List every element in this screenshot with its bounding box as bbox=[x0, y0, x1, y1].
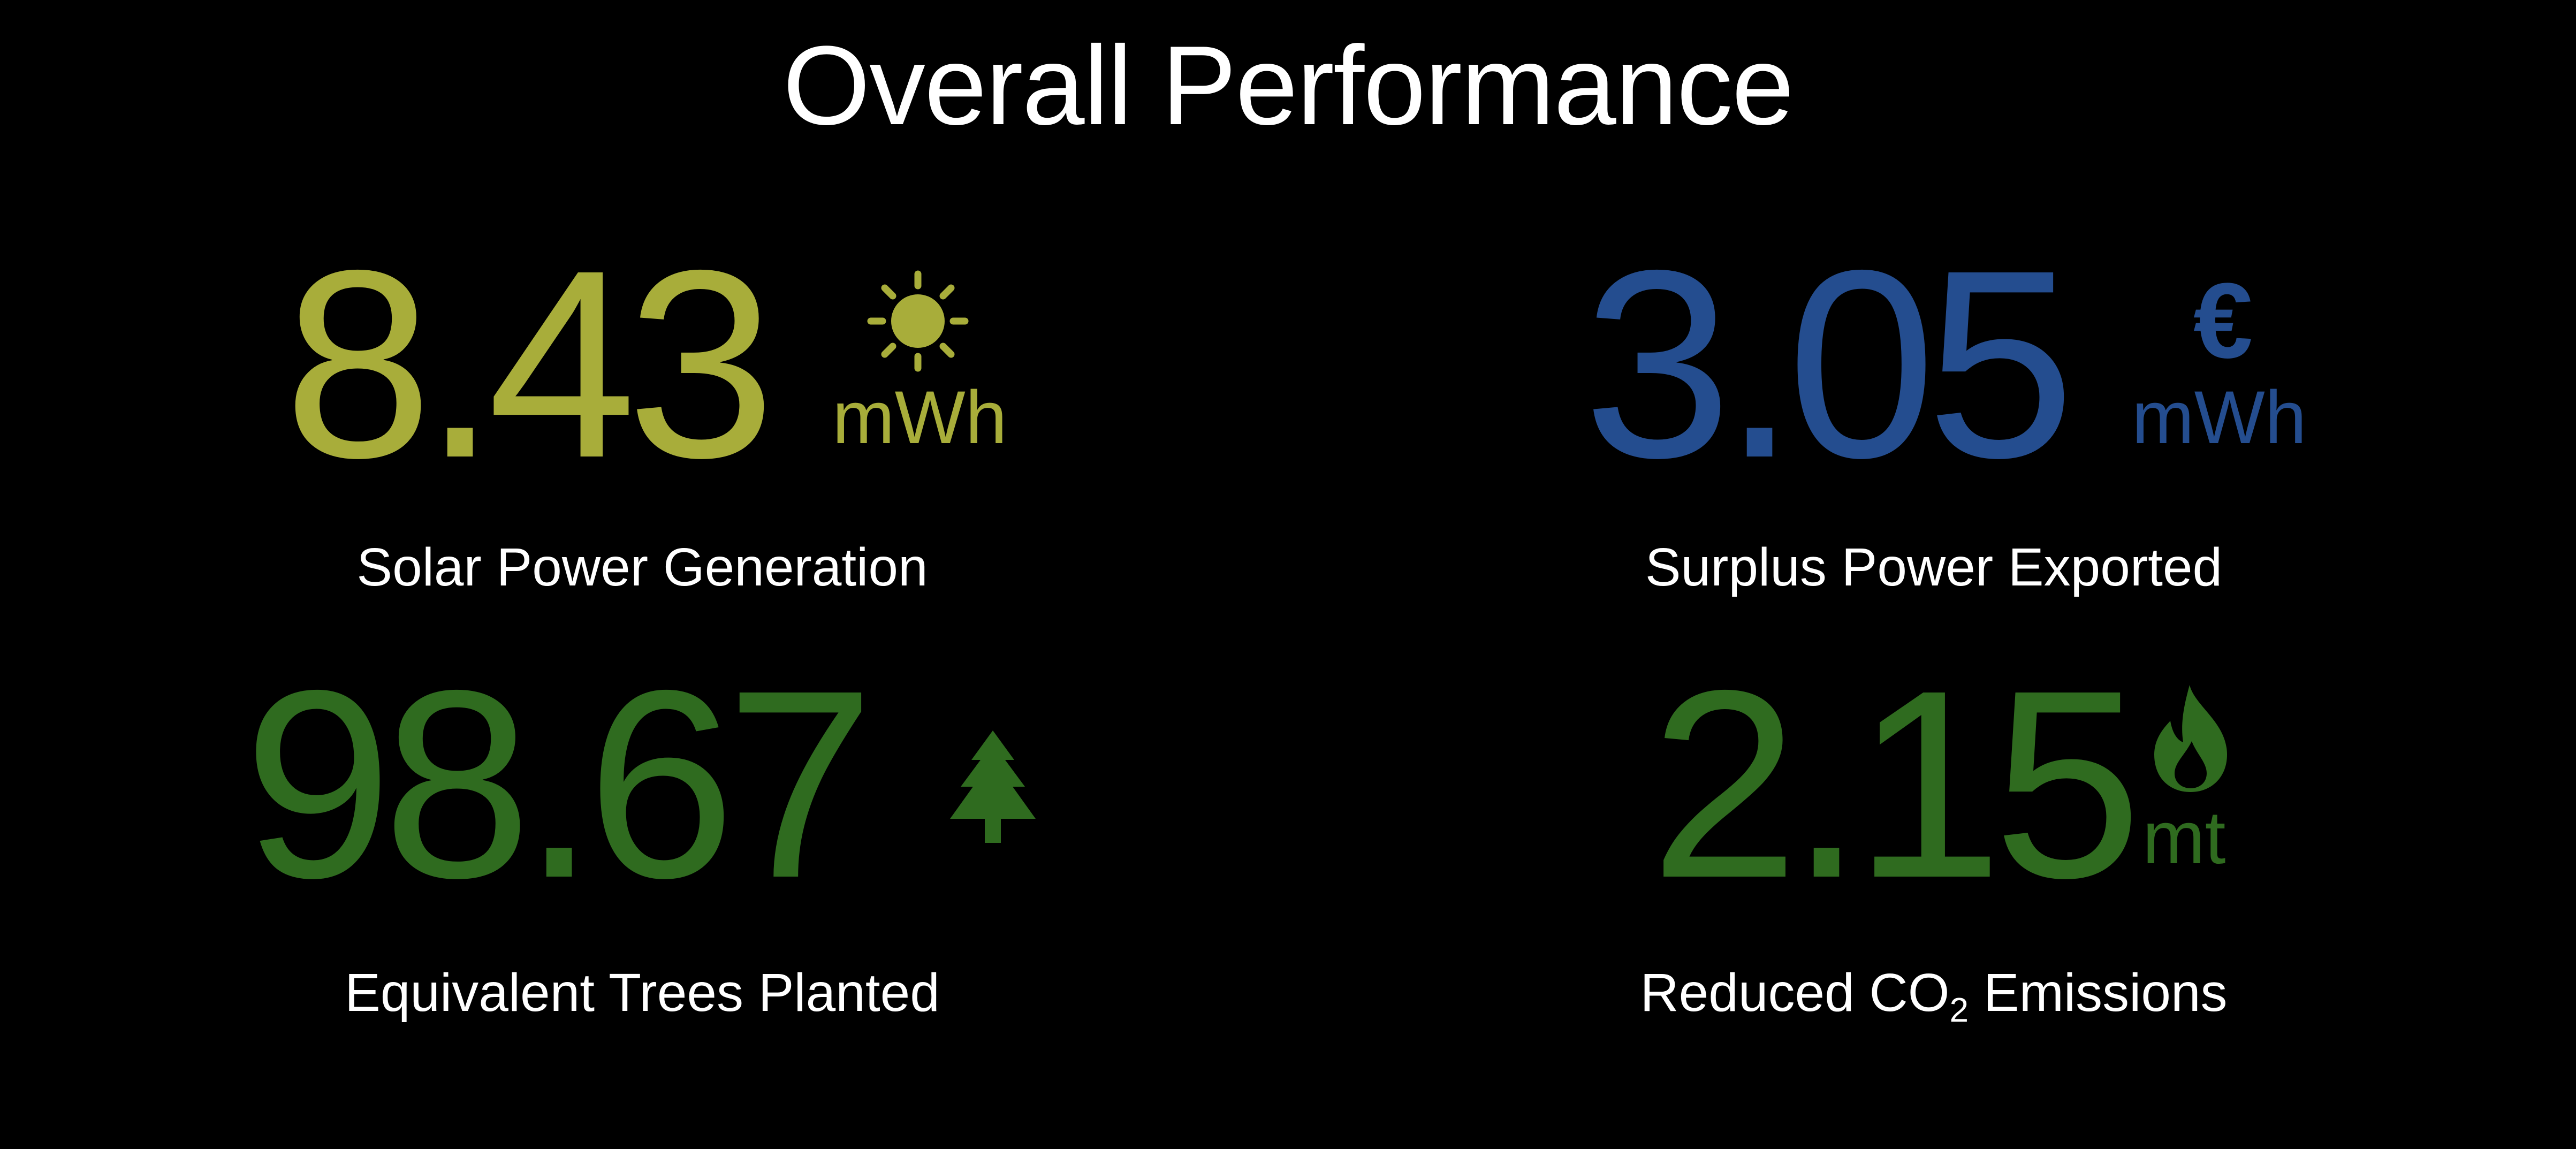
export-side: € mWh bbox=[2132, 257, 2324, 471]
co2-unit: mt bbox=[2142, 795, 2226, 879]
solar-generation-metric: 8.43 mWh Solar Power Generation bbox=[0, 214, 1285, 621]
co2-reduction-value: 2.15 bbox=[1650, 634, 2142, 933]
co2-reduction-label: Reduced CO2 Emissions bbox=[1291, 961, 2576, 1027]
surplus-export-label: Surplus Power Exported bbox=[1645, 537, 2223, 597]
co2-label-prefix: Reduced CO bbox=[1640, 963, 1950, 1023]
trees-side bbox=[947, 677, 1140, 891]
trees-planted-label: Equivalent Trees Planted bbox=[345, 963, 940, 1023]
co2-side: mt bbox=[2142, 677, 2335, 891]
co2-label-suffix: Emissions bbox=[1969, 963, 2228, 1023]
solar-side: mWh bbox=[832, 257, 1025, 471]
surplus-export-value: 3.05 bbox=[1583, 214, 2075, 513]
solar-generation-label: Solar Power Generation bbox=[356, 537, 928, 597]
export-value-row: 3.05 € mWh bbox=[1291, 214, 2576, 513]
tree-icon bbox=[950, 731, 1036, 843]
co2-reduction-metric: 2.15 mt Reduced CO2 Emissions bbox=[1291, 634, 2576, 1041]
sun-icon bbox=[867, 270, 969, 372]
page-title: Overall Performance bbox=[782, 22, 1795, 148]
euro-icon: € bbox=[2193, 261, 2253, 381]
flame-icon bbox=[2154, 685, 2227, 792]
trees-planted-value: 98.67 bbox=[244, 634, 875, 933]
trees-value-row: 98.67 bbox=[0, 634, 1285, 933]
surplus-export-metric: 3.05 € mWh Surplus Power Exported bbox=[1291, 214, 2576, 621]
solar-generation-value: 8.43 bbox=[284, 214, 776, 513]
trees-planted-metric: 98.67 Equivalent Trees Planted bbox=[0, 634, 1285, 1041]
solar-unit: mWh bbox=[832, 375, 1007, 459]
export-unit: mWh bbox=[2132, 375, 2307, 459]
co2-label-subscript: 2 bbox=[1949, 991, 1969, 1029]
co2-value-row: 2.15 mt bbox=[1291, 634, 2576, 933]
solar-value-row: 8.43 mWh bbox=[0, 214, 1285, 513]
